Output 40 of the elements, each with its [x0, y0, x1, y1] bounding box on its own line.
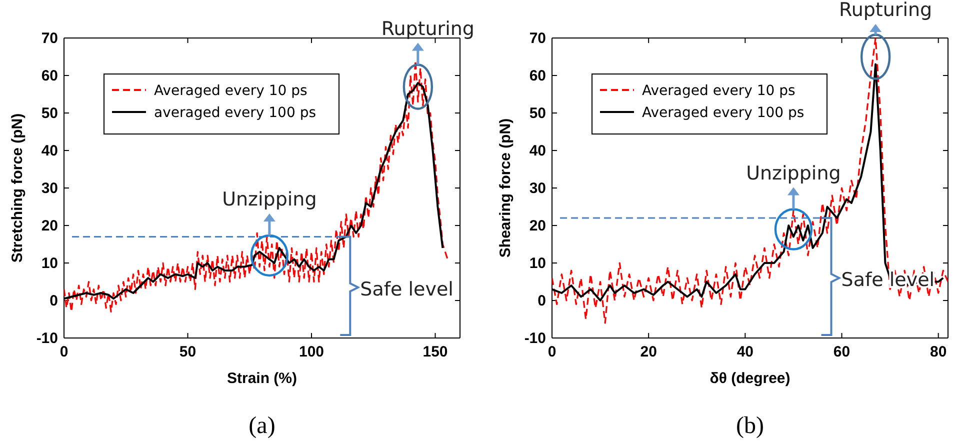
y-tick-label: 60 — [41, 67, 58, 84]
annotation: Unzipping — [746, 162, 841, 184]
x-axis-title: δθ (degree) — [710, 370, 790, 387]
y-tick-label: 50 — [41, 104, 58, 122]
legend-label: averaged every 100 ps — [154, 105, 316, 121]
x-tick-label: 80 — [930, 344, 947, 361]
y-tick-label: 30 — [529, 180, 546, 197]
y-tick-label: 40 — [529, 142, 546, 160]
x-tick-label: 100 — [298, 344, 324, 361]
x-axis-title: Strain (%) — [226, 370, 298, 387]
y-tick-label: 20 — [529, 217, 546, 234]
y-tick-label: 50 — [529, 104, 546, 122]
legend-label: Averaged every 10 ps — [154, 83, 308, 99]
y-tick-label: 60 — [529, 67, 546, 84]
y-tick-label: 30 — [41, 180, 58, 197]
annotation: Rupturing — [381, 18, 474, 40]
x-tick-label: 40 — [736, 344, 754, 361]
text: (a) — [248, 413, 276, 439]
legend-label: Averaged every 10 ps — [642, 83, 796, 99]
text: (b) — [736, 413, 764, 439]
y-tick-label: 0 — [538, 292, 546, 310]
y-axis-title: Stretching force (pN) — [9, 113, 26, 263]
y-tick-label: 0 — [50, 292, 58, 310]
y-tick-label: 40 — [41, 142, 58, 160]
y-axis-title: Shearing force (pN) — [497, 118, 514, 258]
y-tick-label: -10 — [36, 330, 58, 347]
x-tick-label: 60 — [833, 344, 850, 361]
legend-label: Averaged every 100 ps — [642, 105, 804, 121]
y-tick-label: 70 — [41, 30, 58, 47]
ref-line-label: Safe level — [360, 278, 454, 300]
x-tick-label: 50 — [179, 344, 196, 361]
y-tick-label: -10 — [524, 330, 546, 347]
y-tick-label: 20 — [41, 217, 58, 234]
y-tick-label: 70 — [529, 30, 546, 47]
x-tick-label: 20 — [640, 344, 657, 361]
x-tick-label: 150 — [422, 344, 448, 361]
y-tick-label: 10 — [41, 254, 58, 272]
annotation: Rupturing — [838, 0, 932, 21]
annotation: Unzipping — [222, 188, 317, 210]
y-tick-label: 10 — [529, 254, 546, 272]
